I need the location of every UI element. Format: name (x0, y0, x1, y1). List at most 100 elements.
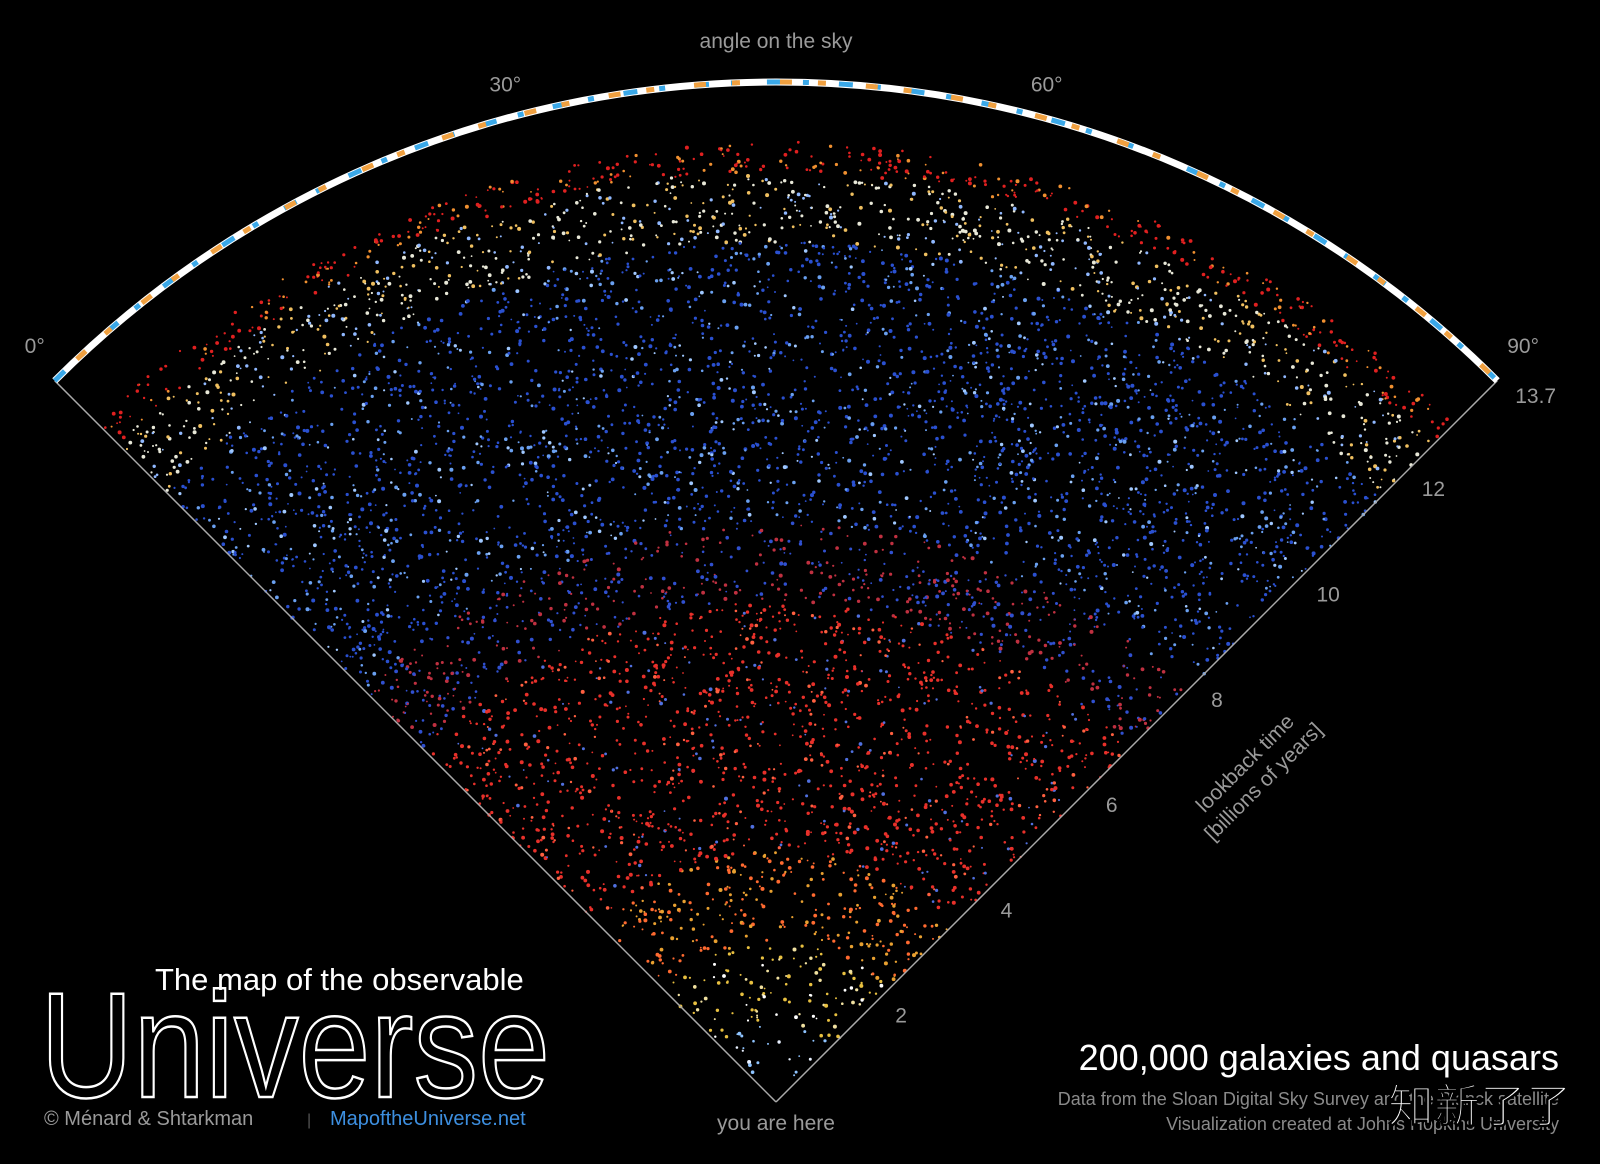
galaxy-dot (983, 179, 987, 183)
galaxy-dot (436, 552, 440, 556)
galaxy-dot (822, 755, 826, 758)
galaxy-dot (1007, 729, 1009, 732)
galaxy-dot (790, 521, 795, 526)
galaxy-dot (777, 1040, 781, 1044)
galaxy-dot (1097, 545, 1100, 549)
galaxy-dot (530, 816, 534, 819)
galaxy-dot (653, 784, 657, 788)
galaxy-dot (459, 226, 463, 231)
galaxy-dot (1032, 311, 1036, 316)
galaxy-dot (835, 461, 838, 464)
galaxy-dot (616, 874, 621, 879)
galaxy-dot (487, 249, 491, 253)
galaxy-dot (893, 165, 898, 170)
galaxy-dot (1279, 298, 1283, 302)
galaxy-dot (333, 386, 336, 389)
galaxy-dot (1191, 360, 1195, 364)
galaxy-dot (259, 330, 263, 335)
galaxy-dot (881, 249, 883, 252)
galaxy-dot (681, 954, 685, 957)
galaxy-dot (824, 210, 829, 215)
galaxy-dot (1002, 402, 1006, 406)
galaxy-dot (347, 571, 350, 575)
galaxy-dot (287, 503, 289, 505)
galaxy-dot (801, 424, 804, 427)
galaxy-dot (996, 193, 1000, 197)
galaxy-dot (690, 448, 695, 452)
galaxy-dot (1160, 676, 1162, 679)
galaxy-dot (765, 626, 768, 629)
galaxy-dot (260, 428, 263, 430)
galaxy-dot (406, 459, 409, 462)
galaxy-dot (624, 547, 628, 551)
galaxy-dot (581, 849, 585, 853)
galaxy-dot (308, 443, 311, 446)
galaxy-dot (800, 407, 804, 411)
galaxy-dot (284, 525, 287, 528)
galaxy-dot (862, 358, 864, 361)
galaxy-dot (759, 447, 762, 450)
galaxy-dot (1128, 653, 1133, 658)
galaxy-dot (707, 602, 711, 605)
galaxy-dot (267, 464, 271, 468)
galaxy-dot (616, 173, 620, 177)
galaxy-dot (557, 571, 562, 576)
galaxy-dot (1210, 507, 1213, 510)
galaxy-dot (817, 435, 820, 439)
galaxy-dot (1147, 566, 1151, 570)
galaxy-dot (835, 630, 838, 633)
galaxy-dot (750, 683, 753, 687)
galaxy-dot (707, 356, 712, 360)
galaxy-field (104, 140, 1449, 1077)
galaxy-dot (1047, 238, 1051, 242)
galaxy-dot (800, 242, 803, 244)
galaxy-dot (592, 846, 595, 849)
galaxy-dot (745, 1003, 748, 1006)
galaxy-dot (423, 504, 427, 508)
galaxy-dot (1301, 300, 1304, 304)
galaxy-dot (659, 947, 664, 952)
galaxy-dot (631, 257, 635, 261)
galaxy-dot (918, 935, 923, 939)
galaxy-dot (931, 190, 935, 194)
galaxy-dot (335, 648, 339, 651)
galaxy-dot (1179, 412, 1182, 415)
galaxy-dot (838, 389, 842, 392)
galaxy-dot (650, 769, 653, 772)
galaxy-dot (852, 813, 857, 818)
galaxy-dot (517, 650, 521, 655)
galaxy-dot (1198, 345, 1202, 349)
galaxy-dot (616, 572, 621, 577)
galaxy-dot (433, 434, 436, 438)
galaxy-dot (461, 706, 466, 710)
galaxy-dot (481, 620, 485, 624)
galaxy-dot (660, 909, 664, 914)
galaxy-dot (852, 627, 856, 631)
galaxy-dot (249, 508, 254, 513)
galaxy-dot (870, 886, 874, 890)
galaxy-dot (1256, 561, 1259, 564)
galaxy-dot (903, 665, 907, 669)
galaxy-dot (954, 579, 958, 584)
galaxy-dot (686, 707, 690, 710)
galaxy-dot (948, 355, 953, 359)
galaxy-dot (1107, 321, 1111, 325)
galaxy-dot (310, 511, 315, 515)
galaxy-dot (195, 518, 198, 521)
galaxy-dot (787, 1000, 791, 1004)
galaxy-dot (261, 336, 264, 340)
galaxy-dot (675, 470, 679, 475)
galaxy-dot (1332, 441, 1336, 444)
galaxy-dot (973, 777, 976, 780)
galaxy-dot (1339, 451, 1343, 456)
galaxy-dot (1084, 766, 1086, 769)
galaxy-dot (297, 453, 302, 457)
galaxy-dot (381, 658, 384, 661)
galaxy-dot (509, 250, 512, 253)
galaxy-dot (1251, 343, 1255, 347)
galaxy-dot (1091, 669, 1095, 673)
galaxy-dot (1241, 320, 1244, 323)
galaxy-dot (796, 140, 800, 144)
galaxy-dot (631, 901, 635, 905)
galaxy-dot (894, 426, 898, 430)
